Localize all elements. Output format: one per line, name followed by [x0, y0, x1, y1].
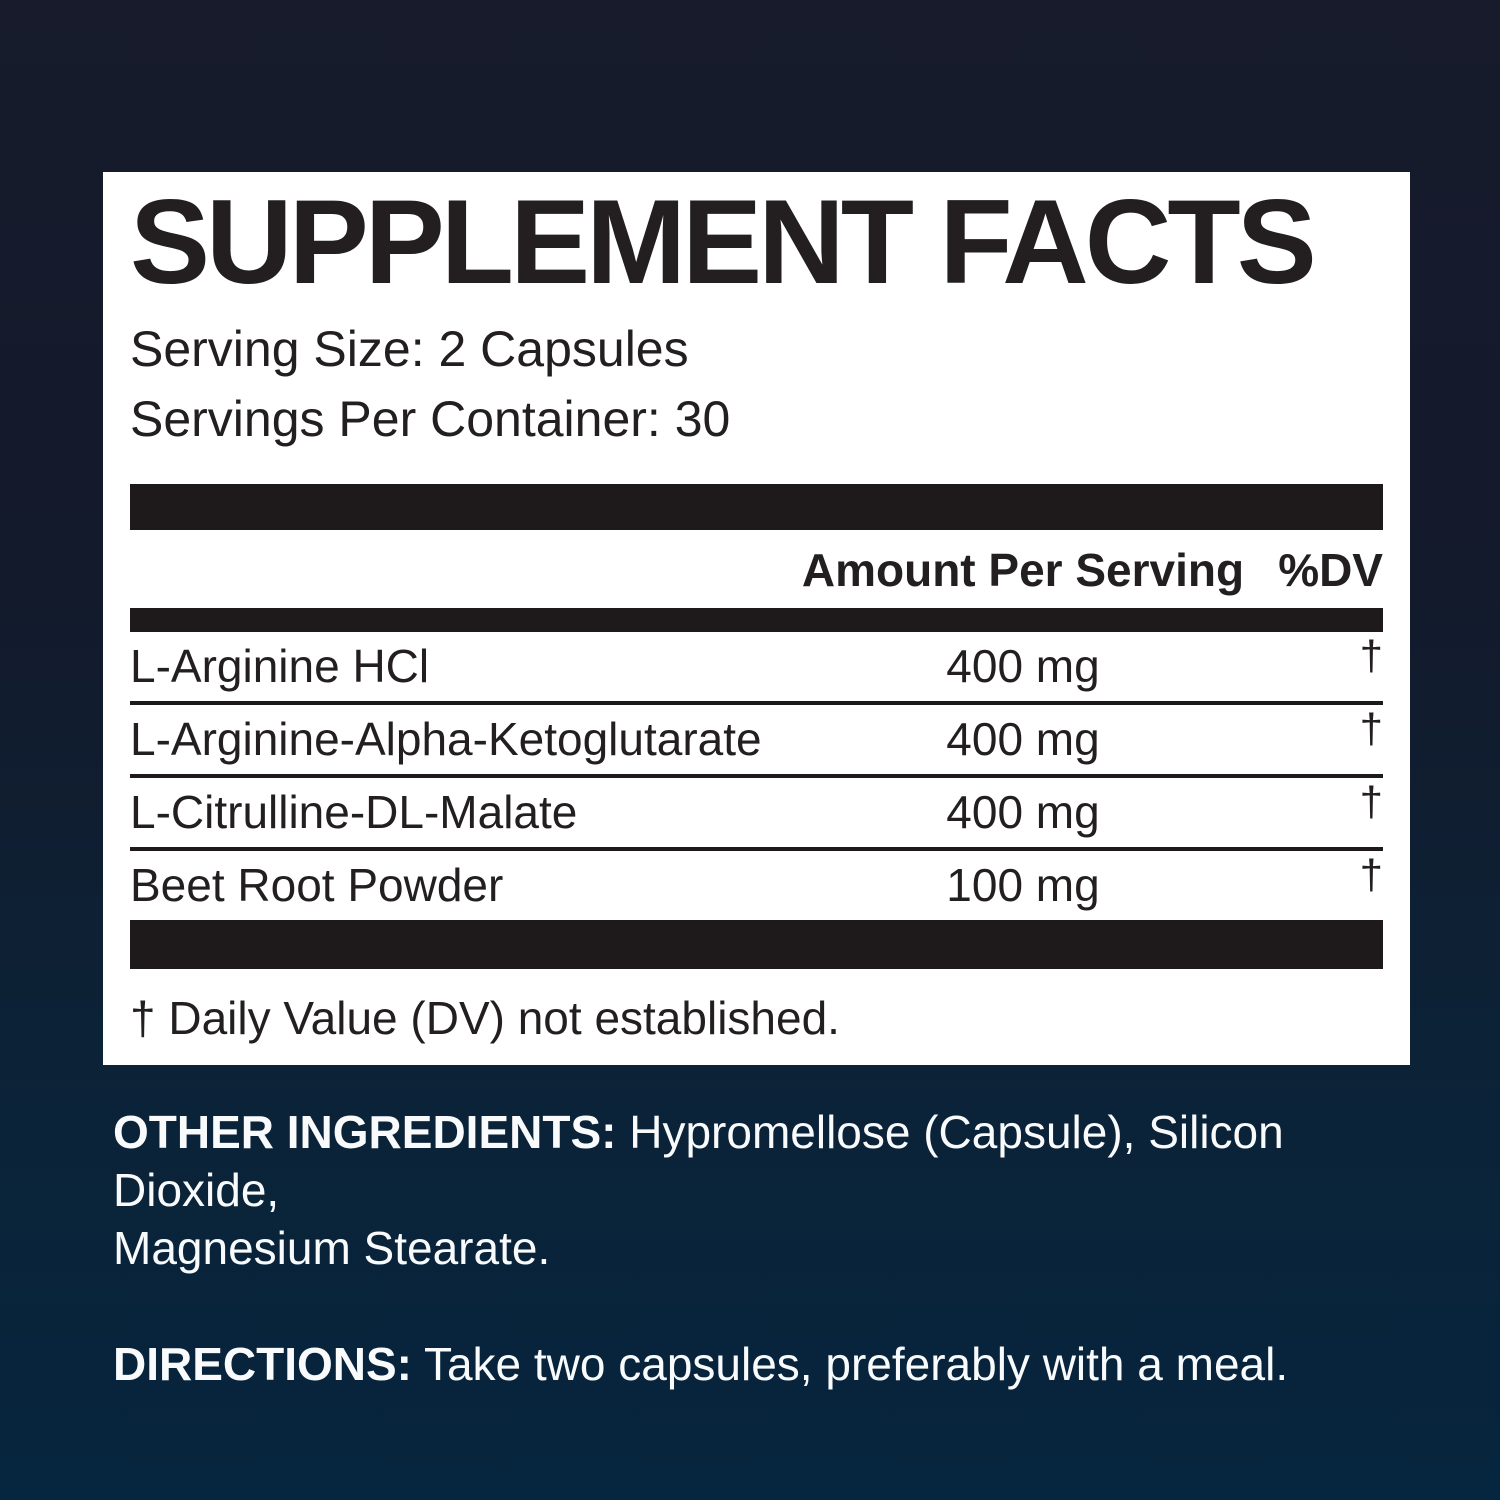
table-row: L-Arginine HCl 400 mg †	[130, 632, 1383, 705]
table-row: L-Arginine-Alpha-Ketoglutarate 400 mg †	[130, 705, 1383, 778]
label-lower-text: OTHER INGREDIENTS: Hypromellose (Capsule…	[113, 1104, 1458, 1394]
table-row: Beet Root Powder 100 mg †	[130, 851, 1383, 924]
directions-paragraph: DIRECTIONS: Take two capsules, preferabl…	[113, 1336, 1458, 1394]
daily-value-footnote: † Daily Value (DV) not established.	[130, 991, 840, 1044]
dagger-symbol: †	[1359, 705, 1383, 753]
ingredient-name: Beet Root Powder	[130, 859, 504, 912]
servings-per-container-line: Servings Per Container: 30	[130, 391, 731, 447]
directions-label: DIRECTIONS:	[113, 1337, 412, 1390]
dagger-symbol: †	[1359, 632, 1383, 680]
panel-title: SUPPLEMENT FACTS	[130, 175, 1317, 309]
dagger-symbol: †	[1359, 851, 1383, 899]
other-ingredients-text-line2: Magnesium Stearate.	[113, 1221, 551, 1274]
ingredient-amount: 100 mg	[946, 859, 1100, 912]
other-ingredients-text-line1: Hypromellose (Capsule), Silicon Dioxide,	[113, 1106, 1284, 1216]
directions-text: Take two capsules, preferably with a mea…	[412, 1337, 1289, 1390]
ingredient-name: L-Arginine HCl	[130, 640, 430, 693]
ingredient-amount: 400 mg	[946, 640, 1100, 693]
supplement-facts-panel: SUPPLEMENT FACTS Serving Size: 2 Capsule…	[103, 172, 1410, 1065]
dagger-symbol: †	[1359, 778, 1383, 826]
table-row: L-Citrulline-DL-Malate 400 mg †	[130, 778, 1383, 851]
separator-bar-thick-bottom	[130, 923, 1383, 969]
ingredient-amount: 400 mg	[946, 713, 1100, 766]
ingredient-amount: 400 mg	[946, 786, 1100, 839]
ingredient-name: L-Citrulline-DL-Malate	[130, 786, 578, 839]
serving-info: Serving Size: 2 Capsules Servings Per Co…	[130, 314, 1383, 454]
other-ingredients-label: OTHER INGREDIENTS:	[113, 1106, 617, 1158]
separator-bar-thin	[130, 607, 1383, 632]
ingredient-name: L-Arginine-Alpha-Ketoglutarate	[130, 713, 762, 766]
other-ingredients-paragraph: OTHER INGREDIENTS: Hypromellose (Capsule…	[113, 1104, 1458, 1278]
column-header-dv: %DV	[1278, 544, 1383, 596]
serving-size-line: Serving Size: 2 Capsules	[130, 321, 689, 377]
column-header-amount: Amount Per Serving	[801, 544, 1245, 596]
table-header-row: Amount Per Serving %DV	[130, 530, 1383, 608]
separator-bar-thick-top	[130, 484, 1383, 530]
